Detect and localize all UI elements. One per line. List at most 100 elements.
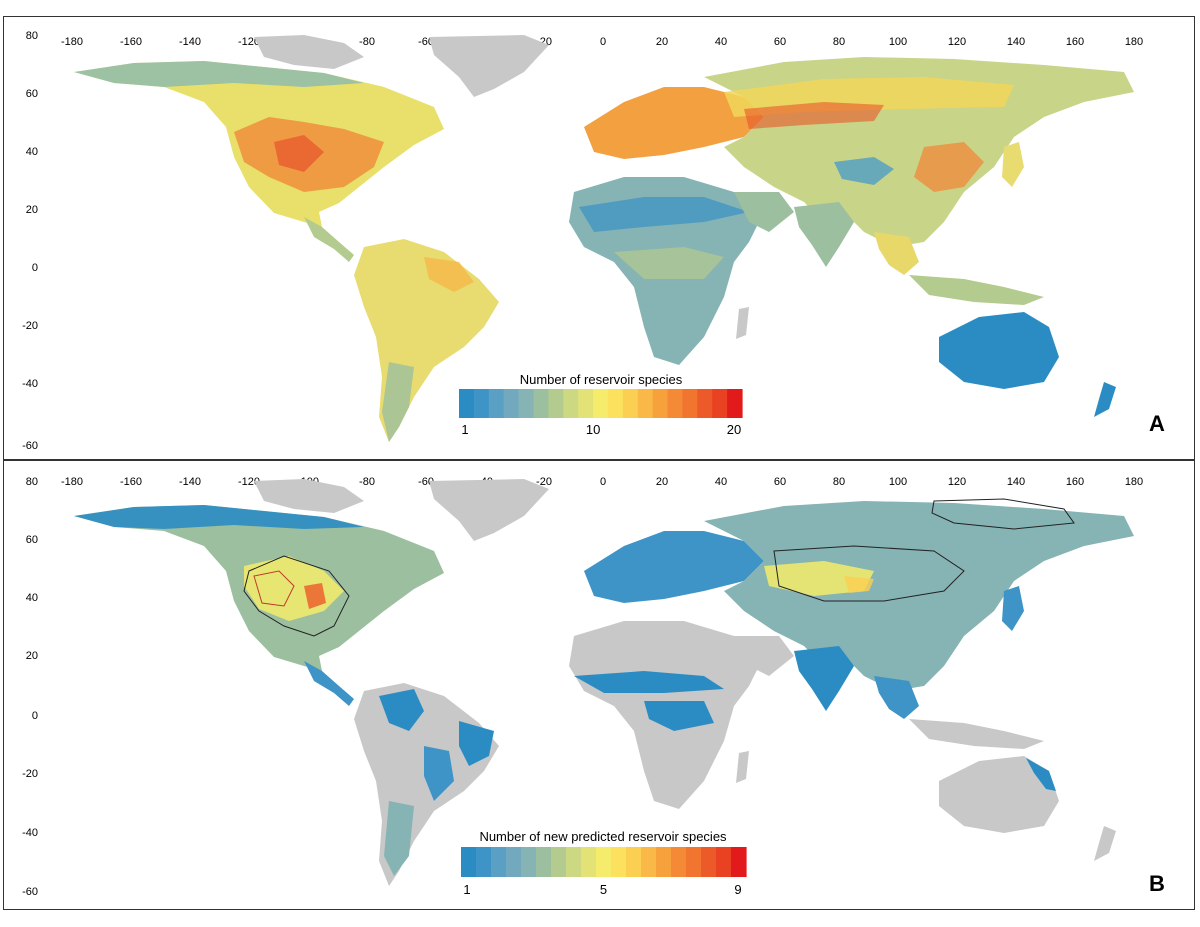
australia-landmass	[939, 312, 1059, 389]
legend-a: Number of reservoir species 1 10 20	[459, 372, 743, 437]
lon-tick-label: 20	[656, 36, 668, 48]
japan-landmass	[1002, 142, 1024, 187]
central-africa-band	[644, 701, 714, 731]
legend-color-swatch	[551, 847, 567, 877]
lon-tick-labels: -180 -160 -140 -120 -100 -80 -60 -40 -20…	[61, 476, 1143, 488]
legend-color-swatch	[686, 847, 702, 877]
lon-tick-label: 40	[715, 36, 727, 48]
legend-color-swatch	[488, 389, 505, 418]
lat-tick-label: 0	[32, 262, 38, 274]
lat-tick-label: 80	[26, 30, 38, 42]
central-america-landmass	[304, 661, 354, 706]
north-america-north-band	[74, 505, 364, 529]
east-asia-hotspot	[914, 142, 984, 192]
north-america-core	[304, 583, 326, 609]
north-america-red-outline	[253, 570, 295, 607]
asia-hotspot	[764, 561, 874, 596]
south-america-south-band	[384, 801, 414, 876]
legend-color-swatch	[563, 389, 579, 418]
lat-tick-labels: 80 60 40 20 0 -20 -40 -60	[22, 30, 38, 452]
lon-tick-label: 0	[600, 36, 606, 48]
europe-landmass	[584, 531, 764, 603]
lon-tick-labels: -180 -160 -140 -120 -100 -80 -60 -40 -20…	[61, 36, 1143, 48]
legend-color-swatch	[731, 847, 747, 877]
lon-tick-label: -120	[238, 476, 260, 488]
legend-color-swatch	[566, 847, 582, 877]
lon-tick-label: 60	[774, 36, 786, 48]
lat-tick-label: -40	[22, 827, 38, 839]
south-america-east-band	[459, 721, 494, 766]
australia-east-coast	[1026, 758, 1056, 791]
legend-color-swatch	[503, 389, 520, 418]
lon-tick-label: -180	[61, 36, 83, 48]
lat-tick-label: 40	[26, 592, 38, 604]
europe-landmass	[584, 87, 764, 159]
lon-tick-label: 160	[1066, 476, 1084, 488]
new-zealand-landmass	[1094, 826, 1116, 861]
lon-tick-label: -80	[359, 36, 375, 48]
lon-tick-label: -140	[179, 476, 201, 488]
lat-tick-label: -20	[22, 320, 38, 332]
lat-tick-label: 20	[26, 650, 38, 662]
lat-tick-label: -40	[22, 378, 38, 390]
legend-color-swatch	[637, 389, 654, 418]
australia-landmass	[939, 756, 1059, 833]
map-b-svg: -180 -160 -140 -120 -100 -80 -60 -40 -20…	[22, 476, 1165, 898]
north-america-core	[274, 135, 324, 172]
legend-color-swatch	[596, 847, 612, 877]
lon-tick-label: -80	[359, 476, 375, 488]
legend-tick-label: 5	[600, 882, 607, 897]
map-panel-a: -180 -160 -140 -120 -100 -80 -60 -40 -20…	[3, 16, 1195, 460]
panel-letter: A	[1149, 411, 1165, 436]
lon-tick-label: 20	[656, 476, 668, 488]
south-america-south	[382, 362, 414, 442]
lon-tick-label: 120	[948, 476, 966, 488]
legend-color-swatch	[518, 389, 535, 418]
legend-color-swatch	[641, 847, 657, 877]
indonesia-islands	[909, 275, 1044, 305]
north-america-north	[74, 61, 364, 87]
legend-color-swatch	[459, 389, 475, 418]
lat-tick-label: -60	[22, 886, 38, 898]
sahel-band	[574, 671, 724, 693]
landmasses	[74, 479, 1134, 886]
legend-color-swatch	[536, 847, 552, 877]
lon-tick-label: 180	[1125, 36, 1143, 48]
lat-tick-labels: 80 60 40 20 0 -20 -40 -60	[22, 476, 38, 898]
lat-tick-label: 60	[26, 88, 38, 100]
legend-color-swatch	[652, 389, 669, 418]
lon-tick-label: -60	[418, 476, 434, 488]
north-america-outline	[243, 555, 350, 637]
lat-tick-label: 40	[26, 146, 38, 158]
legend-color-swatch	[716, 847, 732, 877]
india-landmass	[794, 202, 854, 267]
legend-tick-label: 10	[586, 422, 600, 437]
india-landmass	[794, 646, 854, 711]
legend-color-swatch	[491, 847, 507, 877]
arabia-landmass	[734, 192, 794, 232]
central-asia-desert	[834, 157, 894, 185]
lat-tick-label: 80	[26, 476, 38, 488]
lon-tick-label: 140	[1007, 476, 1025, 488]
lon-tick-label: 100	[889, 36, 907, 48]
legend-color-swatch	[671, 847, 687, 877]
south-america-north-band	[379, 689, 424, 731]
south-america-central-band	[424, 746, 454, 801]
legend-tick-labels: 1 10 20	[461, 422, 741, 437]
legend-color-swatch	[607, 389, 624, 418]
legend-tick-labels: 1 5 9	[463, 882, 741, 897]
lon-tick-label: -140	[179, 36, 201, 48]
asia-outline	[773, 545, 965, 602]
legend-color-swatch	[506, 847, 522, 877]
legend-color-swatch	[701, 847, 717, 877]
southeast-asia-landmass	[874, 232, 919, 275]
legend-color-bar	[461, 847, 747, 877]
legend-color-swatch	[548, 389, 564, 418]
madagascar-landmass	[736, 307, 749, 339]
legend-color-swatch	[697, 389, 713, 418]
arabia-landmass	[734, 636, 794, 676]
legend-color-swatch	[611, 847, 627, 877]
lon-tick-label: 80	[833, 476, 845, 488]
lon-tick-label: -160	[120, 36, 142, 48]
central-america-landmass	[304, 217, 354, 262]
